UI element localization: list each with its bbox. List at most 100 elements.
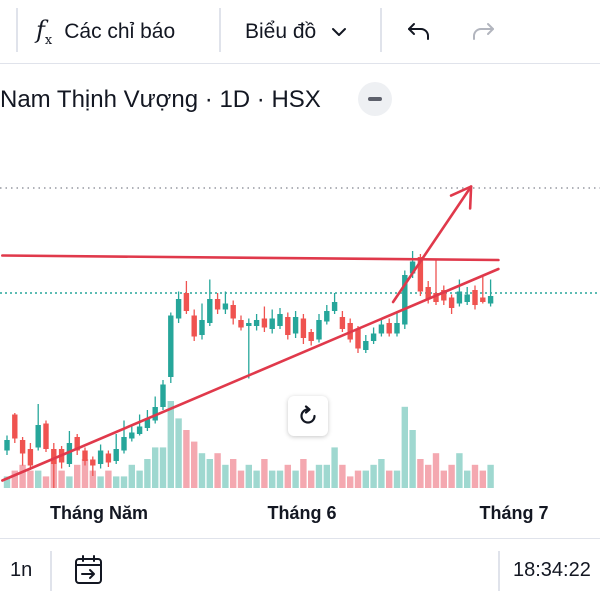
candle-body xyxy=(51,449,57,464)
volume-bar xyxy=(27,470,34,488)
candle-body xyxy=(316,320,322,340)
candle-body xyxy=(269,318,275,329)
volume-bar xyxy=(370,464,377,488)
toolbar-divider xyxy=(16,8,18,52)
volume-bar xyxy=(347,476,354,488)
volume-bar xyxy=(393,470,401,488)
go-to-date-button[interactable] xyxy=(72,539,106,600)
candle xyxy=(402,270,408,329)
projection-arrow-line xyxy=(391,185,473,304)
candle-body xyxy=(370,333,377,341)
volume-bar xyxy=(89,470,96,488)
volume-bar xyxy=(432,453,440,488)
minus-icon xyxy=(368,97,382,101)
time-label-july: Tháng 7 xyxy=(479,503,549,523)
candle xyxy=(90,456,96,476)
volume-bar xyxy=(487,464,494,488)
candle xyxy=(480,276,486,304)
volume-bar xyxy=(113,476,120,488)
candle xyxy=(331,293,338,314)
volume-bar xyxy=(183,430,190,488)
candle-body xyxy=(129,432,135,439)
reset-chart-button[interactable] xyxy=(288,396,328,436)
candle-body xyxy=(207,299,213,323)
candle xyxy=(35,404,41,451)
bottom-divider xyxy=(498,551,500,591)
candle xyxy=(246,318,252,379)
price-chart[interactable] xyxy=(0,130,600,490)
volume-bar xyxy=(269,470,276,488)
volume-bar xyxy=(456,453,463,488)
chart-type-button[interactable]: Biểu đồ xyxy=(245,0,348,64)
candle xyxy=(66,431,73,467)
candle xyxy=(441,285,447,305)
toolbar-divider xyxy=(380,8,382,52)
volume-bar xyxy=(440,470,447,488)
candle xyxy=(355,326,361,353)
volume-bar xyxy=(230,459,237,488)
volume-bar xyxy=(471,464,479,488)
undo-icon xyxy=(408,23,429,40)
candle xyxy=(191,309,197,341)
candle xyxy=(222,291,229,314)
volume-bar xyxy=(308,470,315,488)
candle-body xyxy=(417,257,424,292)
indicators-label: Các chỉ báo xyxy=(64,20,176,43)
candle xyxy=(378,320,385,337)
candle xyxy=(308,329,314,346)
candle-body xyxy=(160,384,166,407)
candle xyxy=(269,309,275,334)
volume-bar xyxy=(300,459,307,488)
candle xyxy=(300,314,307,344)
candle-body xyxy=(97,450,104,464)
candle-body xyxy=(456,291,463,304)
candle-body xyxy=(394,323,400,334)
volume-bar xyxy=(191,441,198,488)
candle-body xyxy=(168,315,174,377)
candle xyxy=(292,311,299,338)
range-button[interactable]: 1n xyxy=(10,558,33,581)
undo-button[interactable] xyxy=(406,0,432,64)
candle xyxy=(456,279,463,307)
candle-body xyxy=(199,320,205,335)
candle xyxy=(277,308,283,329)
candle-body xyxy=(261,318,268,328)
candle xyxy=(183,281,190,314)
candle-body xyxy=(464,294,470,302)
volume-bar xyxy=(3,476,11,488)
volume-bar xyxy=(19,464,26,488)
bottom-divider xyxy=(50,551,52,591)
volume-bar xyxy=(222,464,229,488)
candle xyxy=(464,287,470,305)
candle xyxy=(19,437,26,466)
candle xyxy=(339,311,346,332)
candle-body xyxy=(66,443,73,464)
candle xyxy=(214,293,221,314)
legend-collapse-button[interactable] xyxy=(358,82,392,116)
volume-bar xyxy=(144,459,151,488)
candle xyxy=(168,312,174,383)
indicators-button[interactable]: fx Các chỉ báo xyxy=(36,0,175,64)
candle xyxy=(238,315,244,331)
candle-body xyxy=(175,299,182,319)
candle xyxy=(121,420,127,454)
candle-body xyxy=(43,423,49,449)
candle-body xyxy=(246,323,252,326)
candle xyxy=(448,294,455,314)
candle xyxy=(136,414,143,436)
volume-bar xyxy=(276,470,284,488)
volume-bar xyxy=(479,470,486,488)
candle-body xyxy=(4,440,10,451)
volume-bar xyxy=(378,459,385,488)
redo-button[interactable] xyxy=(470,0,496,64)
volume-bar xyxy=(245,464,252,488)
candle-body xyxy=(285,317,291,335)
candlesticks xyxy=(4,251,494,488)
volume-bar xyxy=(253,470,260,488)
candle-body xyxy=(191,315,197,337)
volume-bar xyxy=(386,470,393,488)
volume-bar xyxy=(198,453,206,488)
clock-time: 18:34:22 xyxy=(513,558,591,581)
volume-bar xyxy=(105,470,112,488)
candle-body xyxy=(339,317,346,329)
